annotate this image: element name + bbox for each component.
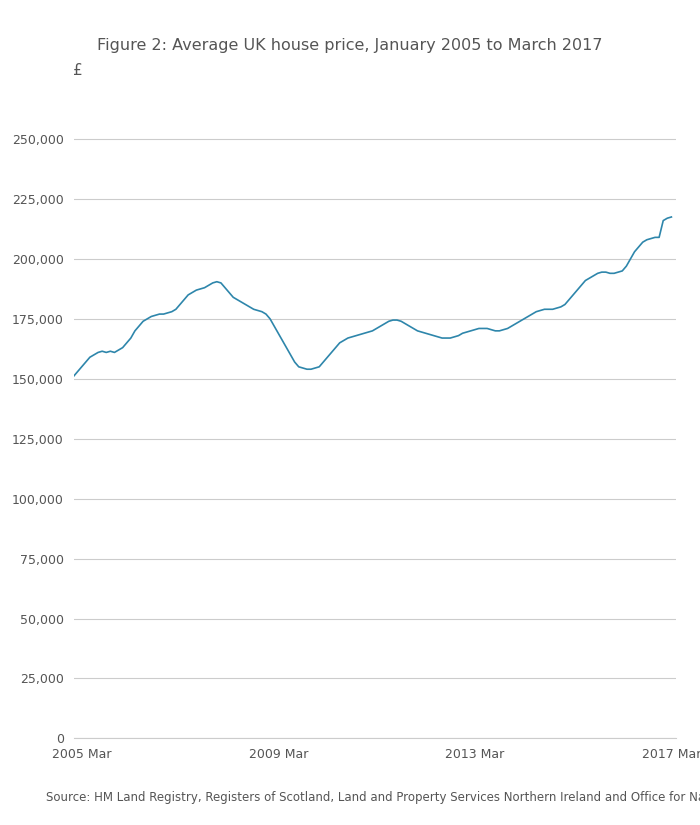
Text: £: £ xyxy=(74,64,83,78)
Text: Source: HM Land Registry, Registers of Scotland, Land and Property Services Nort: Source: HM Land Registry, Registers of S… xyxy=(46,791,700,804)
Text: Figure 2: Average UK house price, January 2005 to March 2017: Figure 2: Average UK house price, Januar… xyxy=(97,38,603,53)
